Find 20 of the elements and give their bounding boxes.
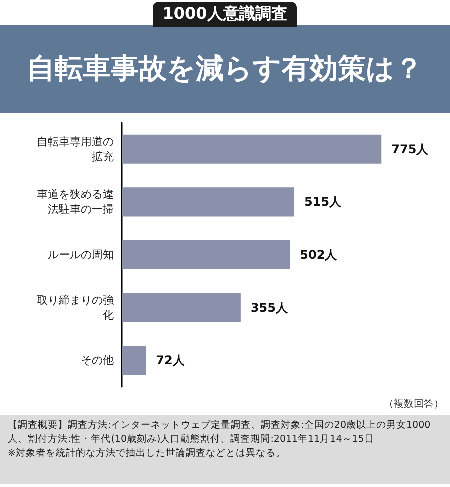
bar: [122, 188, 295, 217]
y-tick-label: その他: [81, 354, 114, 368]
bar: [122, 240, 290, 270]
data-label: 502人: [300, 248, 338, 262]
text: （複数回答）: [383, 398, 445, 412]
bar: [122, 134, 382, 164]
data-label: 72人: [156, 354, 186, 368]
data-label: 515人: [304, 195, 343, 210]
chart-subtitle: 1000人意識調査: [152, 2, 298, 27]
y-tick-label: 車道を狭める違法駐車の一掃: [37, 188, 114, 216]
chart-title: 自転車事故を減らす有効策は？: [0, 25, 450, 113]
y-tick-label: ルールの周知: [48, 248, 114, 262]
text: 【調査概要】調査方法:インターネットウェブ定量調査、調査対象:全国の20歳以上の男女1000人、割付方法:性・年代(10歳刻み)人口動態割付、調査期間:2011年11月14～15日: [8, 419, 432, 447]
bar: [122, 346, 146, 376]
data-label: 355人: [250, 300, 289, 315]
text: ※対象者を統計的な方法で抽出した世論調査などとは異なる。: [8, 447, 287, 461]
data-label: 775人: [392, 142, 430, 156]
y-tick-label: 取り締まりの強化: [37, 294, 114, 322]
y-tick-label: 自転車専用道の拡充: [37, 135, 114, 164]
bar: [122, 293, 241, 322]
